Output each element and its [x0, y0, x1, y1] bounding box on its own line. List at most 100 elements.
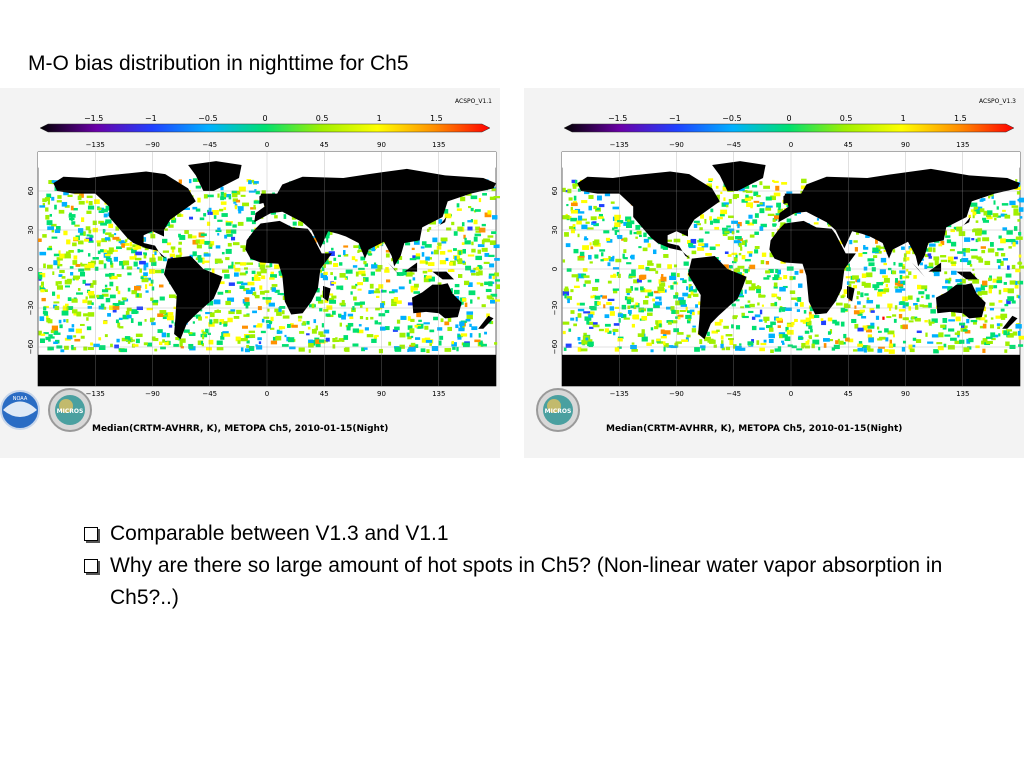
- bias-pixel: [169, 253, 175, 258]
- bias-pixel: [130, 339, 135, 342]
- bias-pixel: [970, 209, 974, 213]
- bias-pixel: [352, 328, 360, 333]
- bias-pixel: [475, 266, 481, 271]
- bias-pixel: [767, 213, 775, 217]
- bias-pixel: [141, 278, 149, 283]
- bias-pixel: [786, 218, 792, 223]
- bias-pixel: [116, 338, 120, 343]
- bias-pixel: [483, 238, 491, 243]
- bias-pixel: [161, 332, 167, 338]
- bias-pixel: [157, 329, 163, 333]
- bias-pixel: [1003, 288, 1009, 293]
- bias-pixel: [797, 297, 802, 302]
- bias-pixel: [644, 295, 649, 299]
- continent: [847, 285, 855, 302]
- bias-pixel: [98, 337, 102, 341]
- bias-pixel: [909, 348, 915, 353]
- bias-pixel: [82, 299, 88, 304]
- bias-pixel: [78, 200, 85, 205]
- bias-pixel: [60, 349, 65, 353]
- bias-pixel: [471, 272, 476, 276]
- bias-pixel: [577, 308, 585, 312]
- lat-tick-label-right: 30: [499, 226, 500, 235]
- bias-pixel: [198, 239, 205, 245]
- bias-pixel: [770, 321, 776, 326]
- bias-pixel: [720, 191, 723, 195]
- bias-pixel: [392, 329, 398, 332]
- bias-pixel: [908, 271, 912, 276]
- bias-pixel: [719, 319, 723, 323]
- bias-pixel: [270, 271, 274, 276]
- bias-pixel: [365, 307, 369, 312]
- bias-pixel: [481, 239, 485, 245]
- bias-pixel: [603, 230, 610, 234]
- bias-pixel: [283, 214, 287, 219]
- bias-pixel: [63, 345, 69, 350]
- bias-pixel: [776, 277, 782, 280]
- bias-pixel: [1014, 284, 1019, 289]
- bias-pixel: [647, 279, 652, 283]
- bias-pixel: [617, 346, 622, 349]
- bias-pixel: [51, 196, 55, 201]
- bias-pixel: [192, 178, 198, 182]
- bias-pixel: [494, 272, 499, 277]
- bias-pixel: [773, 286, 778, 289]
- bias-pixel: [437, 282, 442, 286]
- bias-pixel: [325, 337, 330, 342]
- bias-pixel: [116, 246, 122, 250]
- bias-pixel: [761, 304, 764, 307]
- bias-pixel: [92, 257, 99, 260]
- lat-tick-label-left: 30: [27, 226, 35, 235]
- bias-pixel: [753, 191, 759, 197]
- bias-pixel: [43, 311, 49, 316]
- bias-pixel: [693, 293, 699, 297]
- bias-pixel: [61, 276, 66, 279]
- bias-pixel: [673, 295, 679, 299]
- bias-pixel: [160, 346, 166, 350]
- bias-pixel: [744, 289, 747, 294]
- bias-pixel: [924, 254, 929, 258]
- bias-pixel: [950, 229, 956, 233]
- bias-pixel: [636, 278, 642, 283]
- bias-pixel: [759, 181, 763, 186]
- bias-pixel: [245, 289, 253, 295]
- bias-pixel: [374, 320, 379, 325]
- bias-pixel: [975, 238, 979, 243]
- bias-pixel: [878, 346, 885, 349]
- bias-pixel: [737, 295, 745, 298]
- bias-pixel: [415, 253, 421, 258]
- bias-pixel: [660, 244, 666, 249]
- bias-pixel: [919, 304, 925, 307]
- bias-pixel: [813, 315, 820, 318]
- bias-pixel: [992, 213, 999, 218]
- bias-pixel: [47, 226, 55, 231]
- bias-pixel: [219, 319, 225, 324]
- bias-pixel: [253, 325, 257, 328]
- bias-pixel: [598, 213, 603, 219]
- bias-pixel: [578, 255, 585, 258]
- bias-pixel: [562, 330, 566, 335]
- bias-pixel: [812, 339, 820, 345]
- micros-logo: MICROS: [536, 388, 580, 432]
- bias-pixel: [953, 226, 957, 230]
- bias-pixel: [775, 185, 780, 191]
- continent: [956, 217, 971, 229]
- bias-pixel: [695, 304, 698, 308]
- bias-pixel: [990, 242, 994, 247]
- bias-pixel: [758, 319, 763, 322]
- bias-pixel: [136, 293, 139, 298]
- bias-pixel: [328, 251, 335, 257]
- bias-pixel: [1002, 227, 1008, 231]
- bias-pixel: [768, 327, 774, 332]
- bias-pixel: [110, 343, 113, 348]
- bias-pixel: [271, 287, 276, 292]
- bias-pixel: [335, 337, 338, 340]
- bias-pixel: [238, 210, 242, 214]
- bias-pixel: [63, 230, 68, 236]
- bias-pixel: [659, 282, 666, 287]
- bias-pixel: [742, 189, 748, 193]
- bias-pixel: [581, 339, 588, 345]
- bias-pixel: [947, 286, 953, 291]
- bias-pixel: [102, 228, 105, 234]
- bias-pixel: [171, 218, 175, 223]
